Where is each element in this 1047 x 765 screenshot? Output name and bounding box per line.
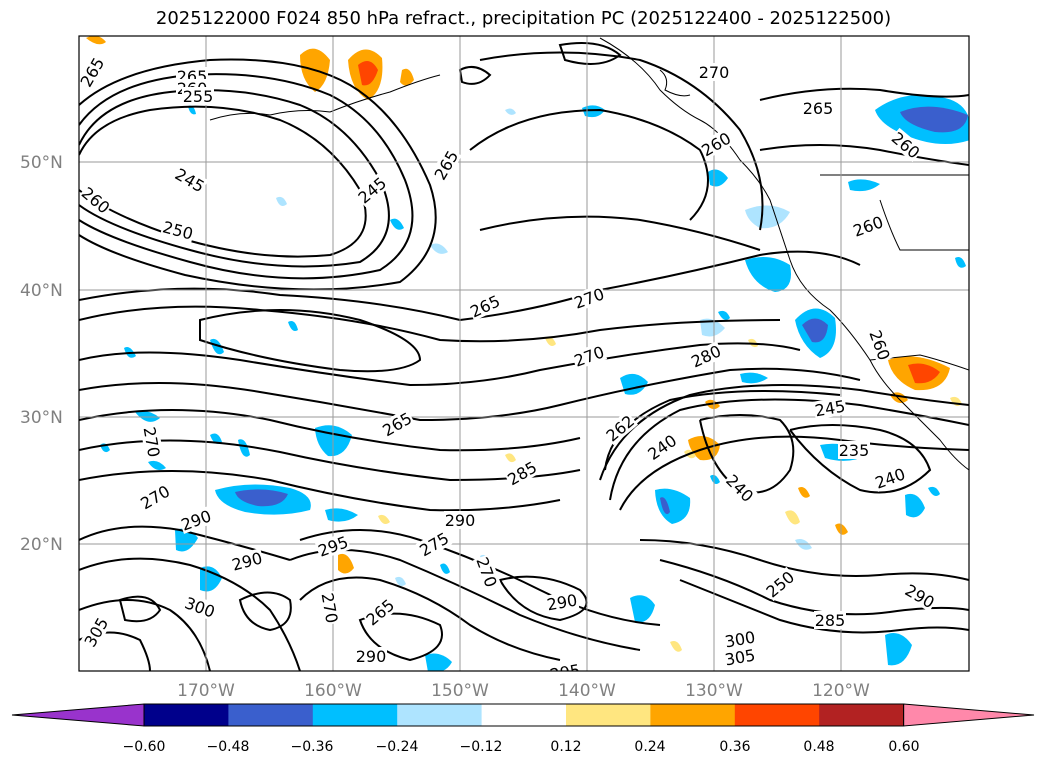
- contour-label-bg: [181, 593, 219, 621]
- coastlines: [209, 37, 969, 471]
- lon-label-130w: 130°W: [685, 681, 743, 701]
- contour-label-bg: [814, 611, 846, 629]
- colorbar-tick-label: 0.36: [719, 739, 750, 755]
- contour-label-bg: [887, 127, 925, 163]
- lat-label-30n: 30°N: [20, 408, 63, 428]
- lat-lon-grid: [79, 36, 969, 671]
- contour-label-bg: [473, 553, 501, 591]
- contour-label-bg: [643, 430, 681, 464]
- colorbar-segment: [819, 704, 905, 726]
- map-panel: 2652652602552452502602452652702652602602…: [79, 36, 969, 684]
- colorbar-frame: [143, 703, 905, 727]
- contour-label-bg: [544, 590, 580, 614]
- contour-label-bg: [355, 647, 387, 665]
- colorbar-segment: [650, 704, 736, 726]
- colorbar-tick-label: −0.24: [376, 739, 419, 755]
- contour-label-bg: [722, 627, 758, 651]
- colorbar-tick-label: 0.24: [634, 739, 665, 755]
- contour-label-bg: [171, 164, 209, 196]
- colorbar-tick-label: 0.48: [803, 739, 834, 755]
- contour-label-bg: [160, 217, 196, 243]
- contour-label-bg: [177, 506, 215, 534]
- contour-label-bg: [79, 182, 115, 218]
- lat-label-50n: 50°N: [20, 153, 63, 173]
- colorbar-tick-label: −0.60: [123, 739, 166, 755]
- colorbar-tick-label: 0.60: [888, 739, 919, 755]
- contour-label-bg: [80, 613, 112, 651]
- contour-label-bg: [722, 470, 758, 506]
- contour-label: 295: [548, 660, 581, 684]
- contour-label-bg: [802, 99, 834, 117]
- map-frame: [78, 35, 970, 672]
- lon-label-140w: 140°W: [558, 681, 616, 701]
- contour-label-bg: [430, 146, 462, 184]
- contour-label: 265: [803, 99, 834, 118]
- contour-label-bg: [140, 424, 164, 460]
- colorbar-segment: [144, 704, 229, 726]
- contour-label-bg: [353, 172, 391, 208]
- contour-label-bg: [318, 590, 342, 626]
- contour-label-bg: [503, 457, 541, 489]
- lon-label-170w: 170°W: [177, 681, 235, 701]
- contour-label-bg: [698, 63, 730, 81]
- contour-label-bg: [601, 410, 639, 446]
- map-title: 2025122000 F024 850 hPa refract., precip…: [155, 8, 892, 29]
- contour-label-bg: [697, 128, 735, 160]
- contour-label: 235: [839, 441, 870, 460]
- contour-label: 255: [183, 87, 214, 106]
- colorbar-segment: [566, 704, 651, 726]
- contour-label-bg: [812, 396, 848, 420]
- contour-label-bg: [687, 341, 725, 371]
- contour-label-bg: [378, 408, 416, 440]
- contour-label: 270: [699, 63, 730, 82]
- colorbar-segment: [11, 703, 145, 727]
- latitude-labels: 50°N 40°N 30°N 20°N: [20, 153, 63, 555]
- contour-label-bg: [229, 548, 265, 574]
- contour-label-bg: [182, 87, 214, 105]
- contour-label: 285: [815, 611, 846, 630]
- contour-label-bg: [136, 481, 174, 513]
- colorbar-tick-label: 0.12: [550, 739, 581, 755]
- colorbar-segment: [903, 703, 1035, 727]
- contour-label-bg: [849, 212, 887, 240]
- colorbar-ticks: −0.60 −0.48 −0.36 −0.24 −0.12 0.12 0.24 …: [123, 739, 920, 755]
- colorbar-tick-label: −0.36: [291, 739, 334, 755]
- contour-label-bg: [361, 594, 399, 630]
- contour-label-bg: [466, 291, 504, 321]
- colorbar-segment: [312, 704, 398, 726]
- colorbar-segment: [228, 704, 314, 726]
- contour-label-bg: [570, 284, 608, 312]
- contour-label-bg: [901, 580, 939, 612]
- contour-label: 290: [445, 511, 476, 530]
- contour-label-bg: [866, 326, 894, 364]
- lat-label-40n: 40°N: [20, 281, 63, 301]
- contour-label-bg: [314, 532, 352, 560]
- contour-label-bg: [79, 53, 108, 91]
- colorbar-tick-label: −0.48: [207, 739, 250, 755]
- contour-label-bg: [444, 511, 476, 529]
- contour-label-bg: [722, 645, 758, 669]
- lon-label-160w: 160°W: [304, 681, 362, 701]
- colorbar-segment: [734, 704, 820, 726]
- contour-label-bg: [871, 464, 909, 492]
- lat-label-20n: 20°N: [20, 535, 63, 555]
- contour-label-bg: [761, 566, 799, 602]
- lon-label-150w: 150°W: [431, 681, 489, 701]
- contour-label-bg: [838, 441, 870, 459]
- contour-label: 290: [356, 647, 387, 666]
- colorbar-tick-label: −0.12: [460, 739, 503, 755]
- contour-label-bg: [415, 528, 453, 560]
- longitude-labels: 170°W 160°W 150°W 140°W 130°W 120°W: [177, 681, 870, 701]
- colorbar-segment: [481, 704, 567, 726]
- colorbar-segment: [397, 704, 483, 726]
- contour-label-bg: [570, 342, 608, 370]
- contour-label-bg: [547, 660, 583, 671]
- colorbar: [11, 703, 1035, 727]
- lon-label-120w: 120°W: [812, 681, 870, 701]
